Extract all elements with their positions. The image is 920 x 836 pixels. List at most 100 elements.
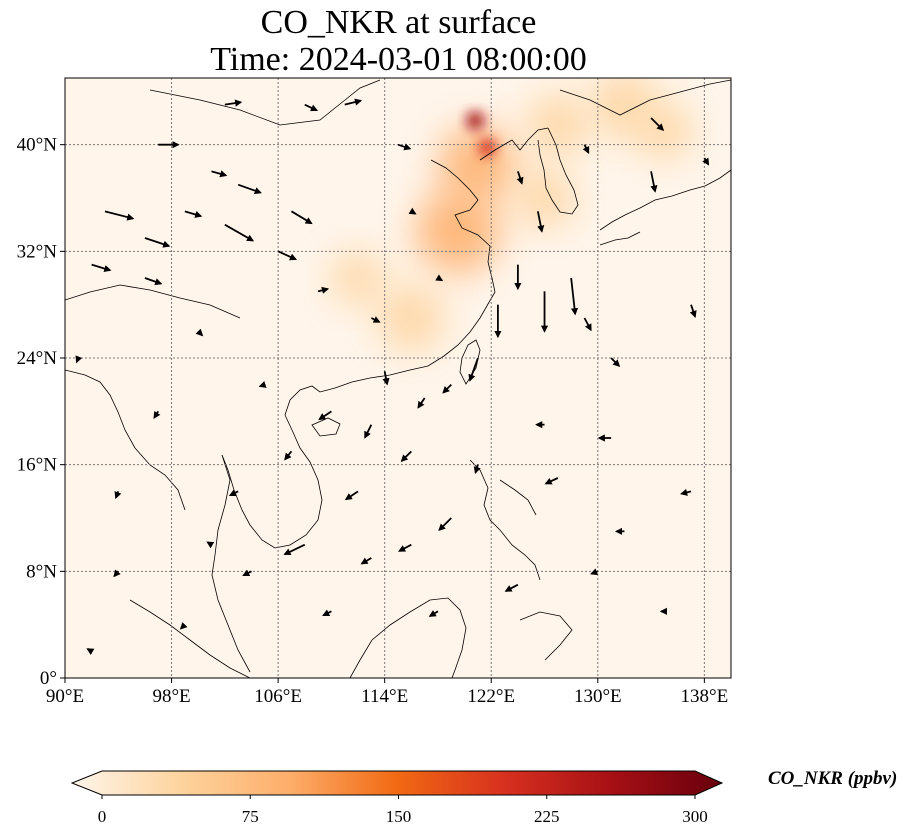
- wind-arrow: [322, 609, 332, 617]
- wind-arrow: [435, 274, 444, 282]
- wind-arrow: [228, 489, 239, 497]
- wind-arrow: [398, 543, 412, 552]
- russia-border: [559, 79, 731, 116]
- wind-arrow: [153, 410, 161, 419]
- concentration-area: [377, 284, 445, 352]
- liaodong-coastline: [479, 127, 549, 161]
- wind-arrow: [570, 277, 579, 316]
- lat-tick-label: 32°N: [17, 241, 58, 262]
- wind-arrow: [408, 207, 417, 215]
- lat-tick-label: 40°N: [17, 135, 58, 156]
- wind-arrow: [91, 263, 112, 273]
- wind-arrow: [211, 170, 228, 178]
- concentration-area: [331, 251, 385, 305]
- wind-arrow: [113, 569, 121, 578]
- wind-arrow: [428, 610, 439, 617]
- mongolia-border: [149, 79, 381, 126]
- wind-arrow: [114, 491, 122, 500]
- wind-arrow: [536, 211, 545, 233]
- borneo-coastline: [349, 597, 467, 678]
- concentration-area: [478, 138, 497, 157]
- wind-arrow: [195, 328, 204, 337]
- colorbar-ticks: 0 75 150 225 300: [98, 795, 708, 826]
- himalaya-border: [65, 284, 241, 319]
- concentration-area: [415, 189, 501, 274]
- map-title-line1: CO_NKR at surface: [260, 4, 537, 41]
- lon-tick-label: 114°E: [361, 686, 408, 707]
- wind-arrow: [242, 569, 252, 577]
- wind-arrow: [277, 250, 298, 261]
- lon-tick-label: 130°E: [574, 686, 622, 707]
- wind-arrow: [304, 103, 319, 112]
- wind-arrow: [258, 381, 267, 388]
- wind-arrow: [290, 210, 313, 225]
- wind-arrow: [582, 144, 590, 154]
- china-coastline: [284, 159, 496, 416]
- plot-frame: [64, 77, 732, 679]
- colorbar-bar: [70, 770, 724, 796]
- colorbar-tick-label: 150: [386, 807, 412, 826]
- wind-arrow: [504, 583, 519, 592]
- wind-arrow: [224, 99, 243, 107]
- map-background: [65, 78, 731, 678]
- longitude-axis: 90°E 98°E 106°E 114°E 122°E 130°E 138°E: [46, 678, 728, 707]
- colorbar-tick-label: 75: [242, 807, 259, 826]
- lat-tick-label: 0°: [40, 668, 57, 689]
- concentration-area: [439, 125, 517, 204]
- colorbar-tick-label: 0: [98, 807, 107, 826]
- colorbar-tick-label: 300: [682, 807, 708, 826]
- wind-arrow: [590, 568, 599, 576]
- wind-arrow: [184, 210, 203, 218]
- wind-arrow: [680, 488, 692, 496]
- indochina-coastline: [221, 414, 323, 549]
- lon-tick-label: 90°E: [46, 686, 84, 707]
- lon-tick-label: 106°E: [254, 686, 302, 707]
- wind-arrow: [473, 464, 481, 475]
- lat-tick-label: 16°N: [17, 455, 58, 476]
- lat-tick-label: 8°N: [26, 561, 57, 582]
- coastlines: [65, 79, 731, 678]
- wind-arrow: [442, 384, 452, 394]
- colorbar-label: CO_NKR (ppbv): [768, 768, 898, 789]
- korea-coastline: [537, 127, 579, 215]
- sulawesi-coastline: [519, 611, 573, 661]
- japan-coastline: [599, 169, 731, 231]
- wind-arrow: [516, 171, 524, 185]
- wind-arrow: [400, 450, 412, 462]
- wind-arrow: [284, 450, 293, 461]
- myanmar-coastline: [65, 369, 186, 511]
- wind-arrow: [344, 490, 359, 501]
- wind-arrow: [283, 543, 306, 556]
- colorbar: 0 75 150 225 300: [70, 770, 724, 826]
- malay-peninsula-coastline: [211, 454, 251, 673]
- lat-tick-label: 24°N: [17, 348, 58, 369]
- wind-arrow: [544, 477, 559, 485]
- wind-arrow: [344, 98, 363, 106]
- philippines-coastline: [469, 459, 541, 581]
- concentration-area: [514, 167, 575, 229]
- wind-arrow: [237, 183, 262, 195]
- wind-arrow: [144, 237, 171, 248]
- wind-arrow: [610, 357, 621, 368]
- wind-arrow: [86, 648, 95, 655]
- map-title-line2: Time: 2024-03-01 08:00:00: [210, 41, 587, 78]
- colorbar-tick-label: 225: [534, 807, 560, 826]
- wind-arrow: [179, 622, 188, 630]
- wind-arrow: [689, 304, 697, 319]
- wind-arrow: [397, 143, 412, 151]
- wind-vectors: [75, 98, 710, 655]
- wind-arrow: [468, 357, 479, 382]
- wind-arrow: [360, 557, 372, 565]
- sumatra-coastline: [129, 599, 251, 678]
- visayas-coastline: [499, 479, 537, 516]
- wind-arrow: [583, 317, 592, 332]
- concentration-area: [636, 103, 693, 160]
- wind-arrow: [438, 517, 452, 532]
- kyushu-coastline: [599, 231, 641, 246]
- wind-arrow: [650, 117, 665, 132]
- wind-arrow: [382, 371, 390, 386]
- wind-arrow: [650, 171, 658, 193]
- latitude-axis: 0° 8°N 16°N 24°N 32°N 40°N: [17, 135, 65, 689]
- wind-arrow: [224, 223, 255, 242]
